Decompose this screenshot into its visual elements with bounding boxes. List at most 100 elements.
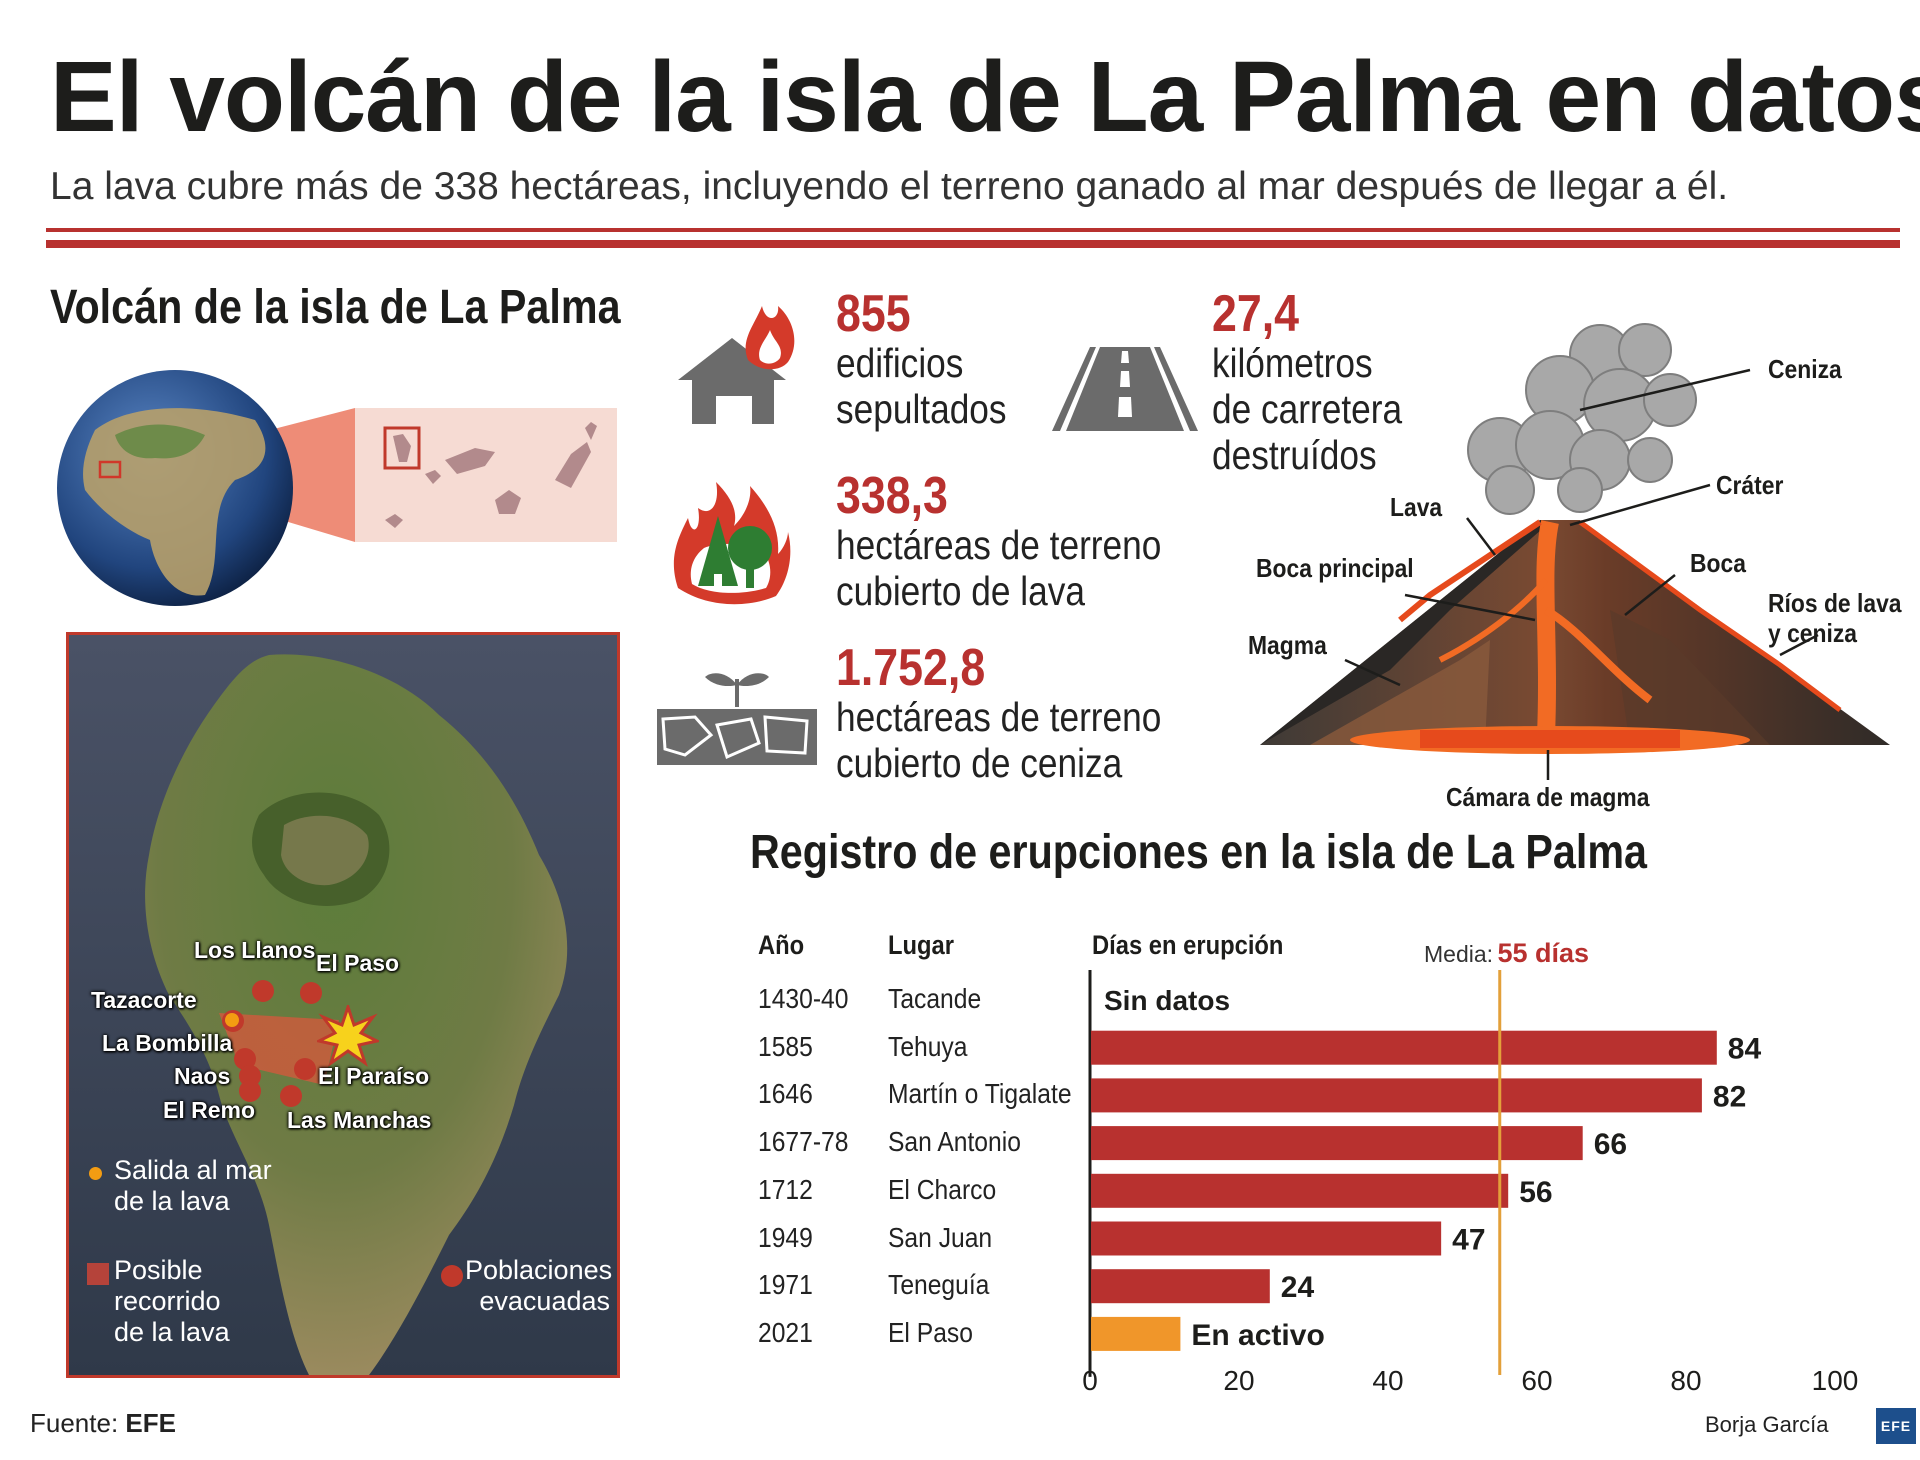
row-year: 2021 [758, 1316, 813, 1348]
efe-logo: EFE [1876, 1408, 1916, 1444]
row-year: 1430-40 [758, 983, 849, 1014]
column-header-place: Lugar [888, 930, 955, 960]
footer-source-label: Fuente: [30, 1408, 119, 1438]
stat-roads-line1: kilómetros [1212, 340, 1373, 386]
row-place: San Juan [888, 1221, 993, 1253]
globe-locator [57, 370, 617, 606]
stat-roads-line2: de carretera [1212, 386, 1403, 432]
bar [1091, 1173, 1509, 1208]
row-place: Tacande [888, 983, 982, 1014]
bar [1091, 1078, 1702, 1113]
globe-marker [98, 460, 122, 479]
row-place: El Charco [888, 1173, 997, 1205]
row-year: 1646 [758, 1078, 813, 1110]
row-place: San Antonio [888, 1126, 1021, 1158]
header-divider-top [46, 228, 1900, 232]
bar-label-no-data: Sin datos [1104, 985, 1230, 1016]
column-header-year: Año [758, 930, 805, 960]
bar [1091, 1221, 1442, 1256]
legend-sea-exit-label: Salida al mar de la lava [114, 1155, 272, 1216]
sea-exit-marker [225, 1013, 239, 1027]
volcano-diagram [1260, 323, 1890, 780]
bar-value-label: 24 [1281, 1271, 1315, 1304]
stat-ash-area-value: 1.752,8 [836, 639, 986, 697]
stat-lava-area-value: 338,3 [836, 467, 948, 525]
row-year: 1949 [758, 1221, 813, 1253]
volcano-label-main-vent: Boca principal [1256, 553, 1414, 583]
volcano-label-lava-rivers: Ríos de lava [1768, 588, 1902, 618]
volcano-label-vent: Boca [1690, 548, 1746, 578]
page-title: El volcán de la isla de La Palma en dato… [50, 41, 1920, 153]
row-place: El Paso [888, 1316, 973, 1348]
footer-author: Borja García [1705, 1412, 1829, 1437]
island-map: Los Llanos El Paso Tazacorte La Bombilla… [66, 632, 620, 1378]
place-label-naos: Naos [174, 1063, 231, 1089]
x-tick-label: 100 [1812, 1365, 1859, 1396]
mean-label-value: 55 días [1497, 938, 1590, 968]
row-year: 1971 [758, 1269, 813, 1301]
row-year: 1585 [758, 1030, 813, 1062]
stat-buildings-line1: edificios [836, 340, 964, 386]
town-marker-los-llanos [252, 980, 274, 1002]
row-year: 1712 [758, 1173, 813, 1205]
volcano-label-lava: Lava [1390, 492, 1443, 522]
volcano-label-magma-chamber: Cámara de magma [1446, 782, 1650, 812]
volcano-label-ash: Ceniza [1768, 354, 1842, 384]
bar-value-label: 66 [1594, 1128, 1627, 1161]
legend-evacuated-label: Poblaciones evacuadas [465, 1255, 613, 1316]
place-label-el-paso: El Paso [316, 950, 400, 976]
map-section-title: Volcán de la isla de La Palma [50, 281, 621, 334]
mean-label: Media: 55 días [1424, 938, 1589, 969]
stat-buildings-line2: sepultados [836, 386, 1007, 432]
stat-lava-area: 338,3 hectáreas de terreno cubierto de l… [836, 470, 1214, 614]
bar-value-label: 47 [1452, 1224, 1485, 1257]
cracked-ground-sprout-icon [657, 673, 817, 765]
footer-source: Fuente: EFE [30, 1408, 176, 1439]
row-place: Martín o Tigalate [888, 1078, 1072, 1110]
inset-marker [383, 426, 421, 470]
ash-cloud [1467, 323, 1697, 515]
stat-roads: 27,4 kilómetros de carretera destruídos [1212, 288, 1433, 478]
stat-roads-value: 27,4 [1212, 285, 1300, 343]
row-year: 1677-78 [758, 1126, 849, 1158]
eruption-star-icon [317, 1005, 379, 1067]
place-label-el-paraiso: El Paraíso [318, 1063, 430, 1089]
mean-label-text: Media: [1424, 941, 1494, 967]
stat-lava-area-line2: cubierto de lava [836, 568, 1085, 614]
row-place: Teneguía [888, 1269, 990, 1301]
bar [1091, 1269, 1270, 1304]
stat-ash-area-line2: cubierto de ceniza [836, 740, 1123, 786]
legend-lava-path-swatch [87, 1263, 109, 1285]
page-subtitle: La lava cubre más de 338 hectáreas, incl… [50, 165, 1729, 208]
stat-buildings: 855 edificios sepultados [836, 288, 1034, 432]
header-divider-bottom [46, 240, 1900, 248]
stat-buildings-value: 855 [836, 285, 911, 343]
legend-sea-exit-swatch [89, 1167, 102, 1180]
town-marker-el-remo [239, 1080, 261, 1102]
bar-value-label: 84 [1728, 1033, 1762, 1066]
volcano-label-lava-rivers-2: y ceniza [1768, 618, 1858, 648]
volcano-label-crater: Cráter [1716, 470, 1784, 500]
bar [1091, 1030, 1717, 1065]
bar [1091, 1126, 1583, 1161]
x-tick-label: 60 [1521, 1365, 1552, 1396]
footer-source-name: EFE [125, 1408, 176, 1438]
town-marker-la-bombilla [234, 1048, 256, 1070]
x-tick-label: 20 [1223, 1365, 1254, 1396]
place-label-los-llanos: Los Llanos [194, 937, 316, 963]
town-marker-el-paso [300, 982, 322, 1004]
stat-lava-area-line1: hectáreas de terreno [836, 522, 1162, 568]
legend-lava-path-label: Posible recorrido de la lava [114, 1255, 230, 1347]
place-label-la-bombilla: La Bombilla [102, 1030, 233, 1056]
bar-chart: Sin datos 84 82 66 56 47 24 En activo 0 20 40 60 80 1… [1082, 970, 1859, 1396]
bar-value-label: 82 [1713, 1080, 1746, 1113]
place-label-el-remo: El Remo [163, 1097, 256, 1123]
x-tick-label: 0 [1082, 1365, 1098, 1396]
x-tick-label: 40 [1372, 1365, 1403, 1396]
bar-active [1091, 1316, 1181, 1351]
town-marker-las-manchas [280, 1085, 302, 1107]
bar-value-label: 56 [1519, 1176, 1552, 1209]
stat-ash-area-line1: hectáreas de terreno [836, 694, 1162, 740]
road-icon [1052, 347, 1198, 431]
volcano-label-magma: Magma [1248, 630, 1327, 660]
